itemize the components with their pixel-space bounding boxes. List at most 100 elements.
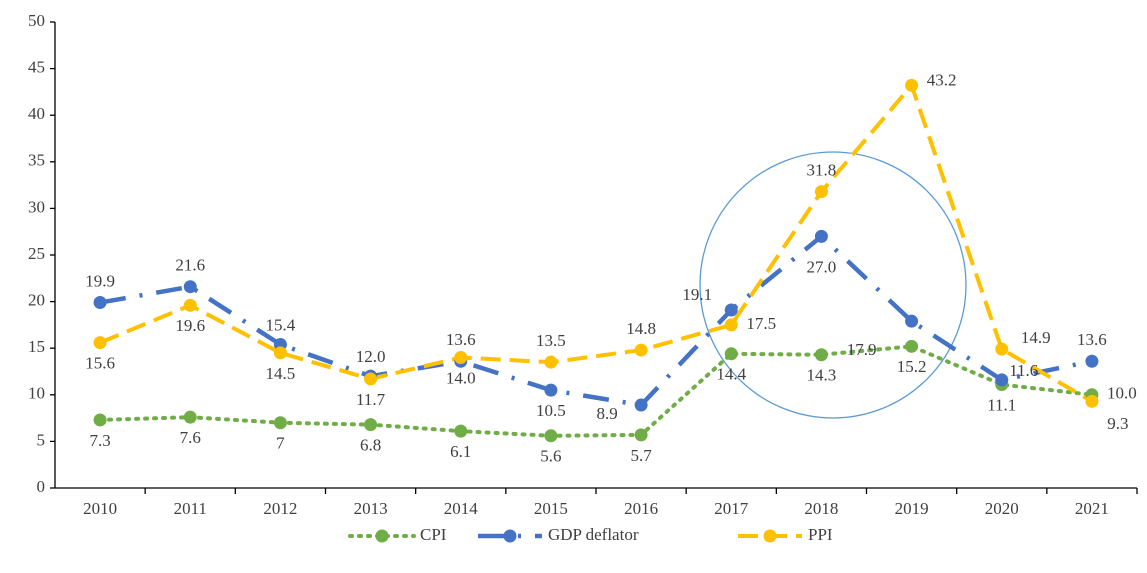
data-label: 12.0 — [356, 347, 386, 366]
marker — [724, 347, 738, 361]
x-tick-label: 2011 — [174, 499, 207, 518]
data-label: 19.6 — [175, 316, 205, 335]
marker — [634, 398, 648, 412]
marker — [93, 336, 107, 350]
data-label: 11.1 — [987, 395, 1016, 414]
x-tick-label: 2015 — [534, 499, 568, 518]
data-label: 5.6 — [540, 447, 561, 466]
data-label: 14.3 — [807, 366, 837, 385]
data-label: 6.8 — [360, 436, 381, 455]
marker — [364, 418, 378, 432]
data-label: 8.9 — [596, 404, 617, 423]
marker — [544, 383, 558, 397]
marker — [634, 343, 648, 357]
marker — [183, 410, 197, 424]
marker — [905, 78, 919, 92]
y-tick-label: 50 — [28, 11, 45, 30]
x-tick-label: 2018 — [804, 499, 838, 518]
marker — [814, 229, 828, 243]
data-label: 14.4 — [716, 365, 746, 384]
data-label: 13.6 — [446, 330, 476, 349]
x-tick-label: 2016 — [624, 499, 658, 518]
x-tick-label: 2013 — [354, 499, 388, 518]
marker — [905, 314, 919, 328]
y-tick-label: 25 — [28, 244, 45, 263]
x-tick-label: 2019 — [895, 499, 929, 518]
marker — [93, 296, 107, 310]
marker — [273, 346, 287, 360]
y-tick-label: 15 — [28, 337, 45, 356]
legend-label: GDP deflator — [548, 525, 639, 544]
marker — [273, 416, 287, 430]
y-tick-label: 45 — [28, 58, 45, 77]
data-label: 43.2 — [927, 70, 957, 89]
y-tick-label: 40 — [28, 104, 45, 123]
data-label: 19.1 — [682, 285, 712, 304]
y-tick-label: 0 — [37, 477, 46, 496]
x-tick-label: 2012 — [263, 499, 297, 518]
data-label: 7.6 — [180, 428, 201, 447]
data-label: 15.6 — [85, 354, 115, 373]
data-label: 15.2 — [897, 357, 927, 376]
marker — [814, 185, 828, 199]
legend-marker — [763, 529, 777, 543]
marker — [724, 318, 738, 332]
marker — [364, 372, 378, 386]
legend-marker — [375, 529, 389, 543]
data-label: 7 — [276, 434, 285, 453]
data-label: 5.7 — [630, 446, 652, 465]
data-label: 21.6 — [175, 256, 205, 275]
data-label: 17.5 — [746, 314, 776, 333]
data-label: 10.0 — [1107, 384, 1137, 403]
y-tick-label: 35 — [28, 151, 45, 170]
series-line — [98, 344, 1094, 438]
marker — [544, 429, 558, 443]
marker — [183, 298, 197, 312]
marker — [995, 342, 1009, 356]
data-label: 7.3 — [89, 431, 110, 450]
y-tick-label: 5 — [37, 430, 46, 449]
marker — [544, 355, 558, 369]
marker — [905, 339, 919, 353]
marker — [634, 428, 648, 442]
y-tick-label: 10 — [28, 384, 45, 403]
data-label: 31.8 — [807, 161, 837, 180]
x-tick-label: 2010 — [83, 499, 117, 518]
marker — [93, 413, 107, 427]
marker — [1085, 354, 1099, 368]
y-tick-label: 20 — [28, 291, 45, 310]
data-label: 15.4 — [266, 315, 296, 334]
marker — [724, 303, 738, 317]
data-label: 14.8 — [626, 319, 656, 338]
data-label: 9.3 — [1107, 414, 1128, 433]
x-tick-label: 2021 — [1075, 499, 1109, 518]
marker — [454, 424, 468, 438]
series-line — [99, 81, 1093, 404]
marker — [183, 280, 197, 294]
data-label: 10.5 — [536, 401, 566, 420]
legend-label: CPI — [420, 525, 447, 544]
marker — [814, 348, 828, 362]
data-label: 19.9 — [85, 271, 115, 290]
marker — [995, 373, 1009, 387]
data-label: 14.9 — [1021, 328, 1051, 347]
x-tick-label: 2020 — [985, 499, 1019, 518]
data-label: 27.0 — [807, 257, 837, 276]
highlight-circle — [699, 151, 967, 419]
legend-marker — [503, 529, 517, 543]
data-label: 13.6 — [1077, 330, 1107, 349]
data-label: 11.7 — [356, 390, 386, 409]
data-label: 14.0 — [446, 368, 476, 387]
y-tick-label: 30 — [28, 197, 45, 216]
data-label: 13.5 — [536, 331, 566, 350]
x-tick-label: 2014 — [444, 499, 479, 518]
series-line — [99, 233, 1093, 408]
data-label: 17.9 — [847, 340, 877, 359]
x-tick-label: 2017 — [714, 499, 749, 518]
data-label: 14.5 — [266, 364, 296, 383]
data-label: 6.1 — [450, 442, 471, 461]
marker — [1085, 394, 1099, 408]
marker — [454, 351, 468, 365]
data-label: 11.6 — [1009, 361, 1038, 380]
